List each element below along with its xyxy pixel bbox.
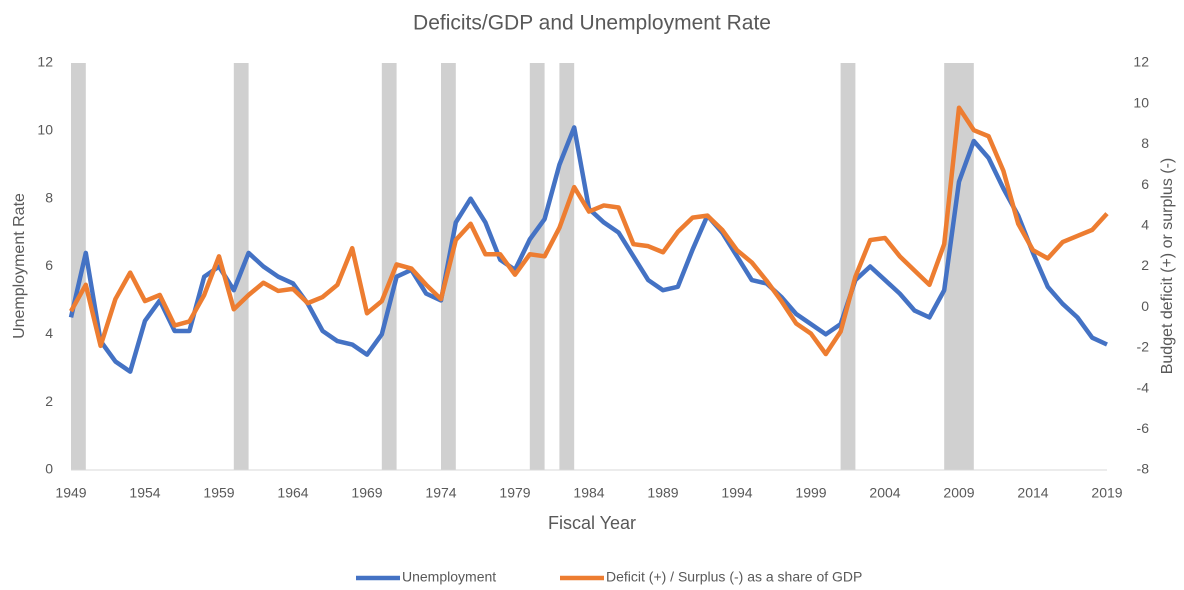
x-tick-label: 1989	[647, 485, 678, 501]
x-tick-label: 1969	[351, 485, 382, 501]
x-tick-label: 1974	[425, 485, 456, 501]
x-tick-label: 1984	[573, 485, 604, 501]
x-tick-label: 1979	[499, 485, 530, 501]
y2-axis-title: Budget deficit (+) or surplus (-)	[1159, 158, 1176, 375]
x-tick-label: 2014	[1017, 485, 1048, 501]
x-tick-label: 1959	[203, 485, 234, 501]
shaded-period	[381, 63, 397, 470]
x-tick-label: 1954	[129, 485, 160, 501]
y-tick-label: 12	[37, 54, 53, 70]
x-tick-label: 1949	[55, 485, 86, 501]
shaded-period	[840, 63, 856, 470]
series-line	[69, 105, 1109, 357]
x-tick-label: 2009	[943, 485, 974, 501]
chart-title: Deficits/GDP and Unemployment Rate	[413, 12, 771, 35]
y2-tick-label: 12	[1133, 54, 1149, 70]
shaded-period	[71, 63, 86, 470]
legend-label: Unemployment	[402, 569, 496, 585]
x-tick-label: 2004	[869, 485, 900, 501]
shaded-period	[529, 63, 545, 470]
y2-tick-label: -8	[1137, 461, 1150, 477]
y-axis-title: Unemployment Rate	[11, 193, 28, 339]
y-tick-label: 8	[45, 189, 53, 205]
x-tick-label: 2019	[1091, 485, 1122, 501]
y-tick-label: 0	[45, 461, 53, 477]
x-tick-label: 1964	[277, 485, 308, 501]
y-tick-label: 10	[37, 122, 53, 138]
y2-tick-label: 10	[1133, 94, 1149, 110]
y-tick-label: 4	[45, 325, 53, 341]
y2-tick-label: -2	[1137, 339, 1150, 355]
x-axis-title: Fiscal Year	[548, 513, 636, 533]
shaded-period	[559, 63, 575, 470]
y2-tick-label: -4	[1137, 379, 1150, 395]
y-tick-label: 6	[45, 257, 53, 273]
y2-tick-label: 4	[1141, 217, 1149, 233]
y2-tick-label: 8	[1141, 135, 1149, 151]
y-tick-label: 2	[45, 393, 53, 409]
y2-tick-label: 6	[1141, 176, 1149, 192]
y2-tick-label: -6	[1137, 420, 1150, 436]
legend-label: Deficit (+) / Surplus (-) as a share of …	[606, 569, 862, 585]
x-tick-label: 1994	[721, 485, 752, 501]
y2-tick-label: 0	[1141, 298, 1149, 314]
x-tick-label: 1999	[795, 485, 826, 501]
y2-tick-label: 2	[1141, 257, 1149, 273]
